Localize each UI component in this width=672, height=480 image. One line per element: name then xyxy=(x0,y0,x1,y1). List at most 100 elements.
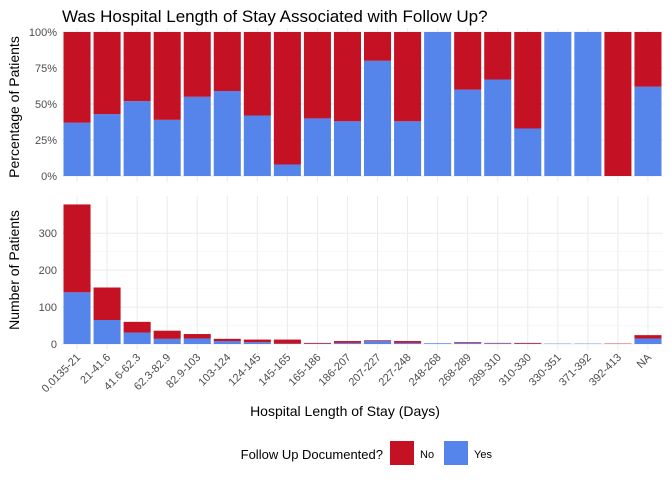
bar-no xyxy=(333,32,361,122)
panel-percentage: 0% 25% 50% 75% 100% xyxy=(29,27,663,183)
y-tick-label: 300 xyxy=(39,228,57,240)
bar-yes xyxy=(153,338,181,344)
bar-no xyxy=(93,32,121,115)
x-tick-label: 310-330 xyxy=(497,352,534,389)
y-tick-label: 200 xyxy=(39,265,57,277)
x-tick-label: 392-413 xyxy=(587,352,624,389)
bar-no xyxy=(394,32,422,122)
bar-yes xyxy=(484,343,512,344)
y-tick-label: 0 xyxy=(51,339,57,351)
x-tick-label: 289-310 xyxy=(467,352,504,389)
bar-yes xyxy=(93,114,121,176)
panel-count: 01002003000.0135-2121-41.641.6-62.362.3-… xyxy=(39,196,663,395)
y-tick-label: 50% xyxy=(35,99,57,111)
x-tick-label: 330-351 xyxy=(527,352,564,389)
x-tick-label: 145-165 xyxy=(256,352,293,389)
bar-yes xyxy=(484,79,512,176)
bar-no xyxy=(153,32,181,120)
bar-yes xyxy=(303,118,331,176)
bar-no xyxy=(183,32,211,97)
x-tick-label: 0.0135-21 xyxy=(40,352,84,396)
bar-no xyxy=(273,32,301,165)
bar-no xyxy=(514,32,542,129)
bar-no xyxy=(394,341,422,343)
bar-yes xyxy=(454,89,482,176)
bar-yes xyxy=(574,32,602,176)
y-tick-label: 75% xyxy=(35,63,57,75)
x-tick-label: 227-248 xyxy=(377,352,414,389)
bar-yes xyxy=(394,342,422,344)
bar-yes xyxy=(394,121,422,176)
x-tick-label: 371-392 xyxy=(557,352,594,389)
legend-label-no: No xyxy=(420,449,434,461)
x-tick-label: 165-186 xyxy=(287,352,324,389)
bar-yes xyxy=(213,341,241,344)
bar-yes xyxy=(123,332,151,344)
bar-yes xyxy=(424,343,452,344)
bar-yes xyxy=(634,86,662,176)
bar-yes xyxy=(213,91,241,176)
bar-no xyxy=(364,340,392,342)
bar-no xyxy=(333,341,361,343)
bar-no xyxy=(634,32,662,87)
bar-no xyxy=(153,330,181,339)
legend-key-no xyxy=(390,441,414,465)
bar-yes xyxy=(123,101,151,176)
legend-key-yes xyxy=(444,441,468,465)
legend: Follow Up Documented? No Yes xyxy=(241,441,492,465)
bar-no xyxy=(454,32,482,90)
bar-no xyxy=(454,342,482,343)
bar-no xyxy=(604,32,632,176)
x-tick-label: 186-207 xyxy=(317,352,354,389)
bar-no xyxy=(213,32,241,92)
bar-yes xyxy=(364,60,392,176)
bar-yes xyxy=(333,121,361,176)
x-axis-title: Hospital Length of Stay (Days) xyxy=(250,403,440,419)
bar-no xyxy=(243,32,271,116)
x-tick-label: 124-145 xyxy=(226,352,263,389)
bar-yes xyxy=(183,338,211,344)
bar-no xyxy=(123,321,151,333)
bar-no xyxy=(213,338,241,342)
legend-label-yes: Yes xyxy=(474,449,492,461)
bar-yes xyxy=(364,341,392,344)
x-tick-label: 207-227 xyxy=(347,352,384,389)
bar-yes xyxy=(454,342,482,344)
x-tick-label: 248-268 xyxy=(407,352,444,389)
bar-yes xyxy=(243,115,271,176)
x-tick-label: 268-289 xyxy=(437,352,474,389)
bar-no xyxy=(183,334,211,339)
bar-yes xyxy=(273,164,301,176)
x-tick-label: NA xyxy=(635,351,655,371)
y-tick-label: 0% xyxy=(41,171,57,183)
bar-yes xyxy=(333,342,361,344)
bar-yes xyxy=(424,32,452,176)
bar-no xyxy=(243,339,271,343)
bar-no xyxy=(364,32,392,61)
bar-yes xyxy=(243,342,271,344)
legend-title: Follow Up Documented? xyxy=(241,447,383,462)
bar-no xyxy=(514,342,542,344)
bar-yes xyxy=(63,122,91,176)
chart-title: Was Hospital Length of Stay Associated w… xyxy=(62,7,488,26)
y-axis-title-percentage: Percentage of Patients xyxy=(6,36,22,178)
bar-yes xyxy=(63,292,91,344)
bar-no xyxy=(123,32,151,102)
bar-no xyxy=(303,342,331,344)
bar-yes xyxy=(634,338,662,344)
bar-no xyxy=(273,339,301,344)
bar-yes xyxy=(183,96,211,176)
x-tick-label: 103-124 xyxy=(196,352,233,389)
bar-no xyxy=(93,287,121,320)
bar-no xyxy=(63,204,91,293)
bar-yes xyxy=(153,119,181,176)
bar-no xyxy=(634,335,662,339)
bar-yes xyxy=(514,128,542,176)
y-axis-title-count: Number of Patients xyxy=(6,210,22,330)
bar-no xyxy=(63,32,91,123)
bar-yes xyxy=(544,32,572,176)
y-tick-label: 100 xyxy=(39,302,57,314)
bar-no xyxy=(484,32,512,80)
bar-yes xyxy=(93,320,121,344)
